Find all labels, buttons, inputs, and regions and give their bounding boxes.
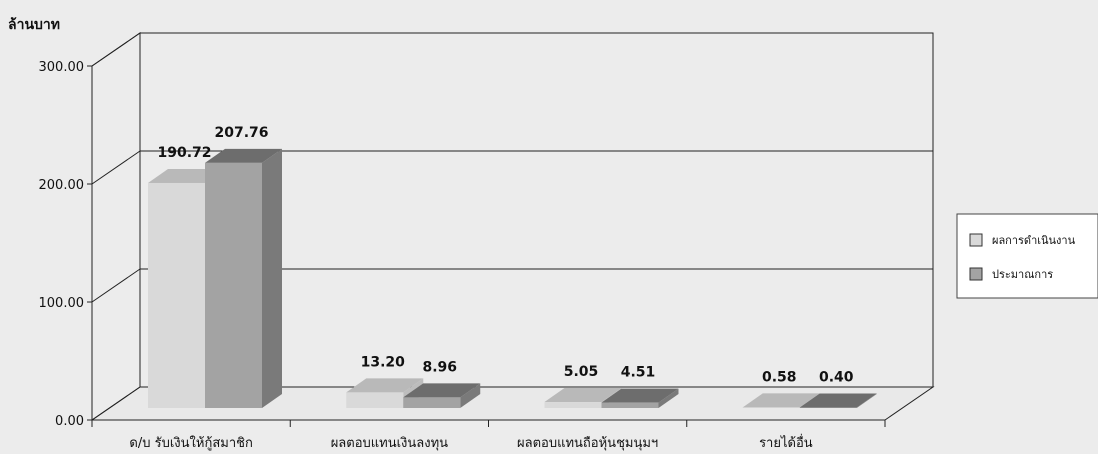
bar-top — [403, 383, 481, 398]
data-label-1-1: 8.96 — [422, 359, 457, 375]
bar-top — [799, 393, 877, 408]
legend-swatch-1 — [969, 267, 983, 281]
legend-swatch-0 — [969, 233, 983, 247]
data-label-3-1: 0.40 — [819, 370, 854, 386]
bar-top — [544, 388, 622, 403]
bar-top — [742, 393, 820, 408]
legend-label-0: ผลการดำเนินงาน — [992, 234, 1076, 247]
bar-side — [856, 393, 877, 408]
bar-side — [262, 148, 282, 408]
x-tick-label-2: ผลตอบแทนถือหุ้นชุมนุมฯ — [517, 435, 658, 451]
bar-front — [544, 402, 602, 408]
data-label-0-1: 207.76 — [214, 125, 268, 141]
legend-box — [956, 213, 1098, 299]
bar-front — [742, 407, 800, 408]
data-label-3-0: 0.58 — [762, 369, 797, 385]
y-tick-label-3: 300.00 — [39, 60, 85, 75]
data-label-2-1: 4.51 — [621, 365, 656, 381]
bar-2-1 — [601, 388, 679, 408]
gridline-depth-2 — [91, 150, 141, 185]
y-tick-label-0: 0.00 — [55, 414, 84, 429]
data-label-1-0: 13.20 — [361, 354, 406, 370]
bar-top — [205, 148, 282, 163]
gridline-depth-3 — [91, 32, 141, 67]
bar-top — [601, 388, 679, 403]
bar-front — [346, 392, 404, 408]
bars — [148, 148, 877, 408]
gridline-depth-1 — [91, 268, 141, 303]
bar-front — [403, 397, 461, 408]
side-wall — [91, 32, 141, 421]
x-tick-label-1: ผลตอบแทนเงินลงทุน — [331, 436, 448, 451]
legend-label-1: ประมาณการ — [992, 268, 1053, 281]
x-tick-label-3: รายได้อื่น — [759, 434, 813, 451]
bar-side — [460, 383, 481, 408]
bar-0-1 — [205, 148, 282, 408]
bar-front — [205, 162, 262, 408]
y-tick-label-1: 100.00 — [39, 296, 85, 311]
bar-front — [601, 402, 659, 408]
bar-3-1 — [799, 393, 877, 408]
bar-top — [346, 378, 424, 393]
bar-side — [658, 388, 679, 408]
data-label-2-0: 5.05 — [564, 364, 599, 380]
legend: ผลการดำเนินงาน ประมาณการ — [956, 213, 1098, 299]
bar-front — [148, 182, 205, 408]
axes: 0.00 100.00 200.00 300.00 ด/บ รับเงินให้กู้ส… — [39, 60, 886, 451]
y-tick-label-2: 200.00 — [39, 178, 85, 193]
bar-1-1 — [403, 383, 481, 408]
y-axis-title: ล้านบาท — [8, 17, 60, 33]
data-label-0-0: 190.72 — [157, 145, 211, 161]
x-tick-label-0: ด/บ รับเงินให้กู้สมาชิก — [129, 435, 252, 451]
